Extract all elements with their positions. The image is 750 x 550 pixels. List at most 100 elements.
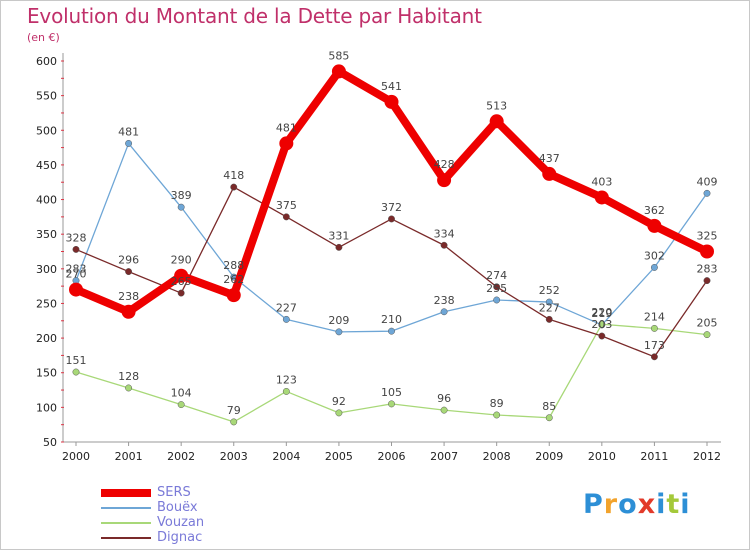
data-label: 389 [171, 189, 192, 202]
chart-subtitle: (en €) [27, 31, 60, 44]
data-label: 85 [542, 400, 556, 413]
series-bouëx [72, 139, 711, 336]
data-point [69, 282, 83, 297]
data-point [440, 308, 448, 316]
logo-letter: P [583, 489, 604, 520]
data-label: 325 [697, 230, 718, 243]
data-point [226, 288, 241, 303]
data-point [493, 296, 501, 304]
y-tick-label: 500 [36, 124, 57, 137]
data-label: 541 [381, 80, 402, 93]
data-label: 481 [276, 121, 297, 134]
logo-letter: x [637, 489, 657, 520]
data-point [230, 418, 238, 426]
x-tick-label: 2006 [378, 450, 406, 463]
data-label: 290 [171, 254, 192, 267]
legend-label: Dignac [157, 530, 203, 545]
data-point [335, 243, 343, 251]
x-tick-label: 2007 [430, 450, 458, 463]
x-tick-label: 2004 [272, 450, 300, 463]
data-point [121, 304, 136, 319]
data-label: 104 [171, 387, 192, 400]
x-tick-label: 2005 [325, 450, 353, 463]
y-tick-label: 250 [36, 297, 57, 310]
data-label: 238 [118, 290, 139, 303]
data-point [700, 244, 714, 259]
data-point [703, 189, 711, 197]
data-label: 418 [223, 169, 244, 182]
data-label: 375 [276, 199, 297, 212]
data-point [545, 414, 553, 422]
data-point [703, 277, 711, 285]
data-point [177, 203, 185, 211]
legend-label: Vouzan [157, 515, 205, 530]
data-point [230, 183, 238, 191]
logo-letter: i [680, 489, 691, 520]
legend-swatch [101, 506, 151, 509]
data-point [440, 241, 448, 249]
legend-swatch [101, 536, 151, 539]
legend-item: Dignac [101, 530, 204, 545]
data-label: 219 [591, 307, 612, 320]
data-label: 409 [697, 175, 718, 188]
data-point [489, 114, 504, 129]
data-point [384, 94, 399, 109]
data-label: 283 [66, 263, 87, 276]
y-tick-label: 600 [36, 55, 57, 68]
data-point [650, 353, 658, 361]
data-point [279, 136, 294, 151]
data-label: 255 [486, 282, 507, 295]
data-point [177, 401, 185, 409]
data-point [542, 166, 557, 181]
data-point [703, 331, 711, 339]
data-point [388, 327, 395, 335]
data-point [335, 409, 343, 417]
data-point [545, 298, 553, 306]
data-label: 205 [697, 317, 718, 330]
data-label: 128 [118, 370, 139, 383]
data-point [388, 215, 395, 223]
data-point [594, 190, 609, 205]
legend-item: Vouzan [101, 515, 204, 530]
x-tick-label: 2002 [167, 450, 195, 463]
data-label: 79 [227, 404, 241, 417]
data-label: 428 [434, 158, 455, 171]
data-point [437, 173, 452, 188]
data-point [72, 245, 80, 253]
data-label: 331 [328, 229, 349, 242]
data-label: 209 [328, 314, 349, 327]
data-label: 105 [381, 386, 402, 399]
data-point [125, 268, 133, 276]
legend-item: SERS [101, 485, 204, 500]
y-tick-label: 200 [36, 332, 57, 345]
legend-swatch [101, 521, 151, 524]
logo-letter: o [618, 489, 638, 520]
y-tick-label: 350 [36, 228, 57, 241]
data-label: 513 [486, 99, 507, 112]
data-label: 372 [381, 201, 402, 214]
data-label: 238 [434, 294, 455, 307]
data-label: 437 [539, 152, 560, 165]
data-label: 481 [118, 125, 139, 138]
data-label: 123 [276, 373, 297, 386]
data-point [493, 283, 501, 291]
data-point [650, 263, 658, 271]
y-tick-label: 50 [43, 436, 57, 449]
legend-item: Bouëx [101, 500, 204, 515]
x-tick-label: 2001 [115, 450, 143, 463]
data-label: 265 [171, 275, 192, 288]
data-label: 403 [591, 175, 612, 188]
series-vouzan [72, 320, 711, 426]
data-label: 270 [66, 268, 87, 281]
legend-swatch [101, 488, 151, 497]
legend-label: Bouëx [157, 500, 198, 515]
series-dignac [72, 183, 711, 361]
data-label: 227 [276, 301, 297, 314]
data-label: 220 [591, 306, 612, 319]
data-label: 334 [434, 227, 455, 240]
data-label: 96 [437, 392, 451, 405]
data-point [331, 64, 346, 79]
data-point [493, 411, 501, 419]
x-tick-label: 2003 [220, 450, 248, 463]
